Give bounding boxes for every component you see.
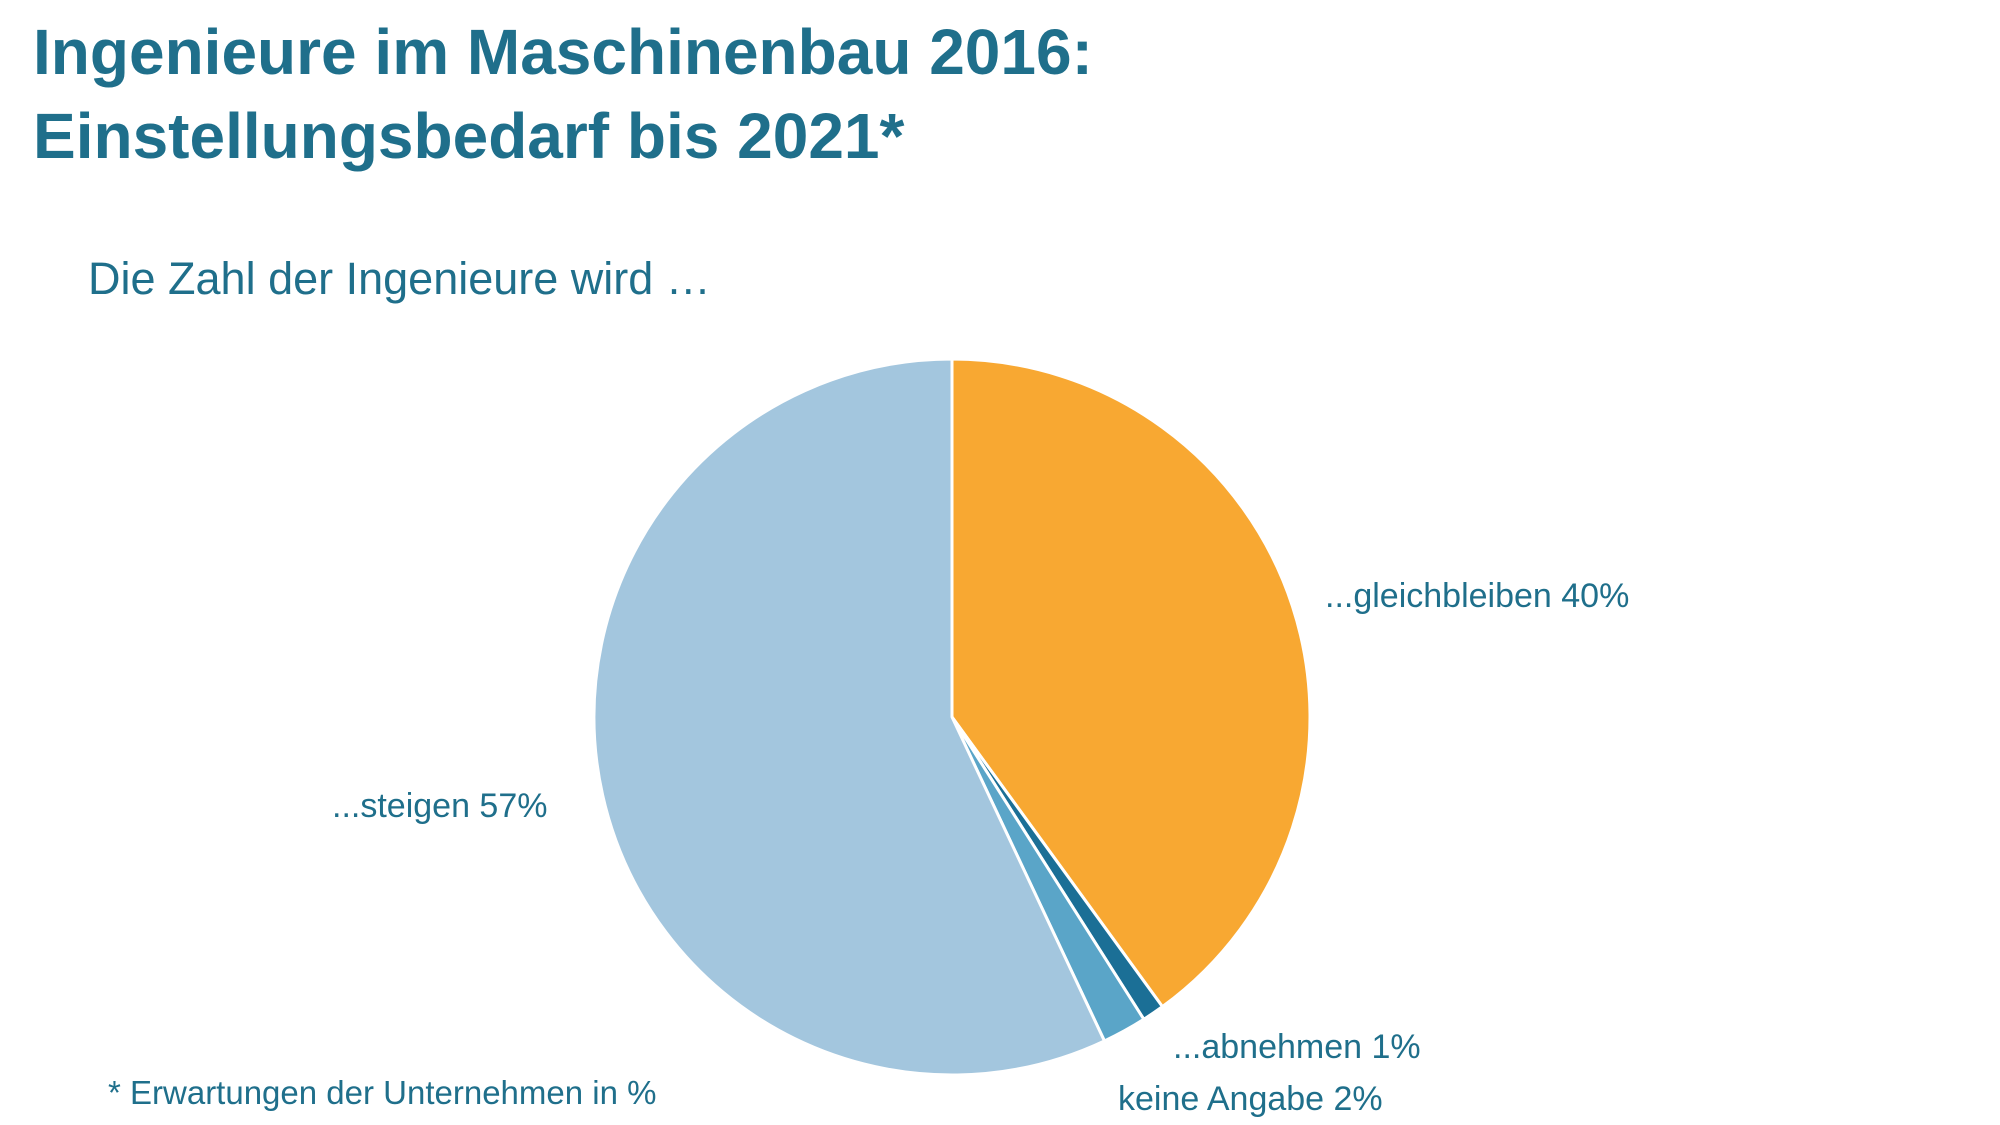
pie-slice-label-1: ...gleichbleiben 40% [1325,577,1629,615]
chart-subtitle: Die Zahl der Ingenieure wird … [88,253,711,304]
pie-slice-label-2: ...abnehmen 1% [1173,1028,1421,1066]
pie-slice-1 [950,357,1312,1009]
pie-slice-label-4: ...steigen 57% [332,787,547,825]
chart-title-line-2: Einstellungsbedarf bis 2021* [33,100,905,172]
chart-title: Ingenieure im Maschinenbau 2016: Einstel… [33,10,1533,178]
chart-footnote: * Erwartungen der Unternehmen in % [108,1074,657,1111]
pie-slice-4 [592,357,1106,1077]
chart-title-line-1: Ingenieure im Maschinenbau 2016: [33,16,1093,88]
pie-slice-label-3: keine Angabe 2% [1118,1080,1383,1118]
